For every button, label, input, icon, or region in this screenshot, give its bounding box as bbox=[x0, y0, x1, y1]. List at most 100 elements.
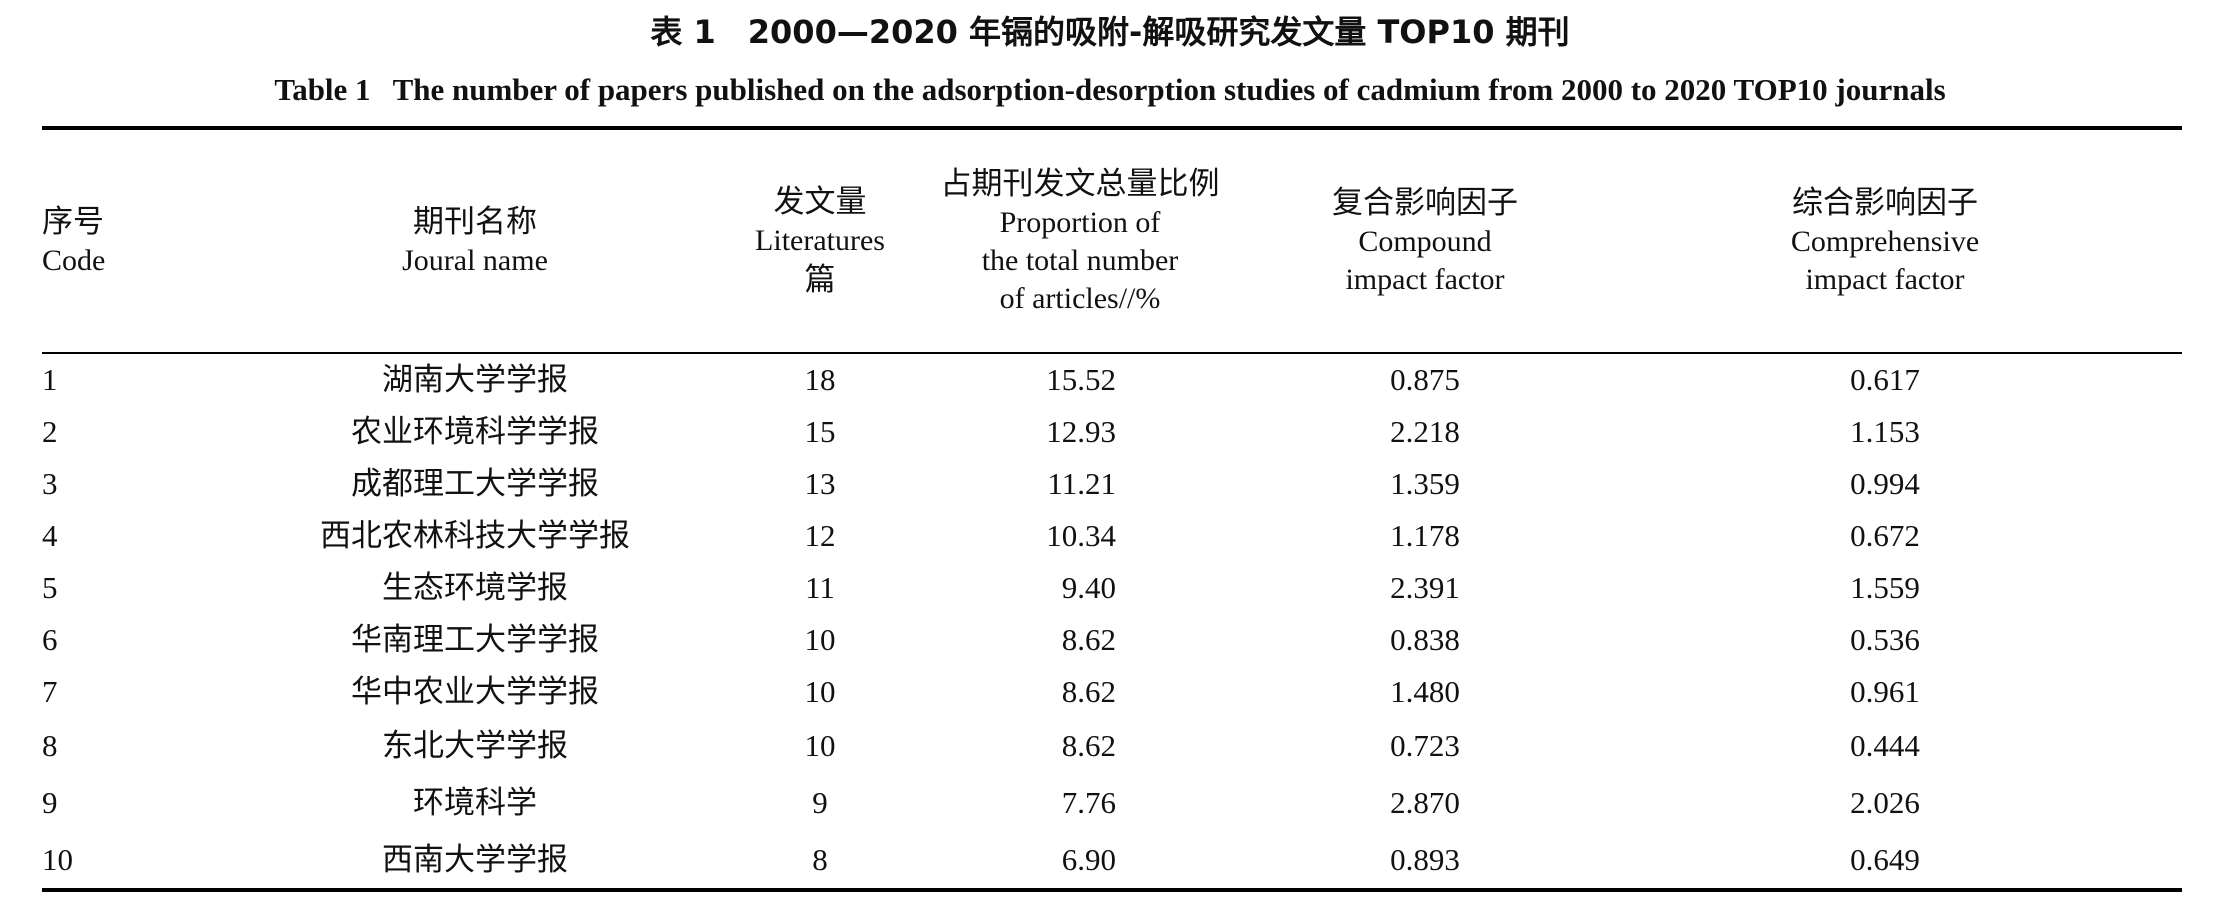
cell-journal-name: 生态环境学报 bbox=[382, 570, 568, 606]
cell-compound-impact-factor: 2.870 bbox=[1390, 785, 1460, 820]
table-row: 10 西南大学学报 8 6.90 0.893 0.649 bbox=[0, 834, 2220, 886]
header-comprehensive-en-1: Comprehensive bbox=[1790, 225, 1980, 258]
header-proportion-en-3: of articles//% bbox=[999, 282, 1161, 315]
cell-comprehensive-impact-factor: 0.649 bbox=[1850, 842, 1920, 877]
cell-proportion: 7.76 bbox=[1061, 785, 1116, 820]
cell-journal-name: 华南理工大学学报 bbox=[351, 622, 599, 658]
header-journal-name: 期刊名称 Joural name bbox=[260, 130, 690, 352]
cell-comprehensive-impact-factor: 0.536 bbox=[1850, 622, 1920, 657]
header-code: 序号 Code bbox=[42, 130, 202, 352]
table-caption-chinese: 表 1 2000—2020 年镉的吸附-解吸研究发文量 TOP10 期刊 bbox=[650, 13, 1570, 51]
table-caption-english: Table 1 The number of papers published on… bbox=[0, 68, 2220, 112]
table-row: 7 华中农业大学学报 10 8.62 1.480 0.961 bbox=[0, 666, 2220, 718]
table-caption-text: The number of papers published on the ad… bbox=[392, 72, 1946, 107]
header-compound-en-2: impact factor bbox=[1345, 263, 1505, 296]
cell-code: 6 bbox=[42, 622, 58, 657]
table-row: 9 环境科学 9 7.76 2.870 2.026 bbox=[0, 777, 2220, 829]
header-compound-impact-factor: 复合影响因子 Compound impact factor bbox=[1285, 130, 1565, 352]
cell-literatures: 11 bbox=[805, 570, 835, 605]
cell-code: 2 bbox=[42, 414, 58, 449]
cell-code: 10 bbox=[42, 842, 73, 877]
cell-journal-name: 湖南大学学报 bbox=[382, 362, 568, 398]
header-code-en: Code bbox=[42, 244, 106, 277]
cell-literatures: 18 bbox=[804, 362, 836, 397]
cell-compound-impact-factor: 0.875 bbox=[1390, 362, 1460, 397]
table-row: 8 东北大学学报 10 8.62 0.723 0.444 bbox=[0, 720, 2220, 772]
header-journal-name-en: Joural name bbox=[402, 244, 548, 277]
cell-literatures: 9 bbox=[812, 785, 828, 820]
cell-compound-impact-factor: 2.391 bbox=[1390, 570, 1460, 605]
cell-journal-name: 环境科学 bbox=[413, 785, 537, 821]
cell-comprehensive-impact-factor: 1.559 bbox=[1850, 570, 1920, 605]
cell-code: 1 bbox=[42, 362, 58, 397]
header-comprehensive-en-2: impact factor bbox=[1805, 263, 1965, 296]
header-compound-en-1: Compound bbox=[1358, 225, 1492, 258]
cell-literatures: 15 bbox=[804, 414, 836, 449]
cell-journal-name: 成都理工大学学报 bbox=[351, 466, 599, 502]
cell-comprehensive-impact-factor: 0.961 bbox=[1850, 674, 1920, 709]
header-journal-name-cn: 期刊名称 bbox=[413, 204, 537, 240]
table-row: 2 农业环境科学学报 15 12.93 2.218 1.153 bbox=[0, 406, 2220, 458]
cell-proportion: 8.62 bbox=[1061, 674, 1116, 709]
cell-proportion: 10.34 bbox=[1046, 518, 1116, 553]
header-literatures-unit: 篇 bbox=[804, 262, 836, 298]
cell-code: 3 bbox=[42, 466, 58, 501]
table-caption-label: Table 1 bbox=[274, 72, 371, 107]
cell-proportion: 8.62 bbox=[1061, 622, 1116, 657]
cell-literatures: 13 bbox=[804, 466, 836, 501]
cell-proportion: 15.52 bbox=[1046, 362, 1116, 397]
table-header-rule bbox=[42, 352, 2182, 354]
cell-comprehensive-impact-factor: 2.026 bbox=[1850, 785, 1920, 820]
cell-proportion: 12.93 bbox=[1046, 414, 1116, 449]
header-literatures-cn: 发文量 bbox=[773, 184, 867, 220]
table-row: 3 成都理工大学学报 13 11.21 1.359 0.994 bbox=[0, 458, 2220, 510]
header-proportion-cn: 占期刊发文总量比例 bbox=[940, 166, 1220, 202]
cell-proportion: 11.21 bbox=[1047, 466, 1116, 501]
header-comprehensive-impact-factor: 综合影响因子 Comprehensive impact factor bbox=[1745, 130, 2025, 352]
cell-comprehensive-impact-factor: 0.672 bbox=[1850, 518, 1920, 553]
cell-proportion: 8.62 bbox=[1061, 728, 1116, 763]
table-row: 6 华南理工大学学报 10 8.62 0.838 0.536 bbox=[0, 614, 2220, 666]
cell-code: 5 bbox=[42, 570, 58, 605]
cell-compound-impact-factor: 1.178 bbox=[1390, 518, 1460, 553]
cell-compound-impact-factor: 0.723 bbox=[1390, 728, 1460, 763]
cell-literatures: 10 bbox=[804, 728, 836, 763]
cell-literatures: 12 bbox=[804, 518, 836, 553]
cell-comprehensive-impact-factor: 0.994 bbox=[1850, 466, 1920, 501]
cell-code: 4 bbox=[42, 518, 58, 553]
header-compound-cn: 复合影响因子 bbox=[1332, 185, 1518, 221]
cell-code: 8 bbox=[42, 728, 58, 763]
header-comprehensive-cn: 综合影响因子 bbox=[1792, 185, 1978, 221]
cell-comprehensive-impact-factor: 0.444 bbox=[1850, 728, 1920, 763]
header-code-cn: 序号 bbox=[42, 204, 104, 240]
cell-journal-name: 东北大学学报 bbox=[382, 728, 568, 764]
cell-literatures: 10 bbox=[804, 674, 836, 709]
header-proportion-en-2: the total number bbox=[981, 244, 1179, 277]
cell-code: 9 bbox=[42, 785, 58, 820]
cell-journal-name: 华中农业大学学报 bbox=[351, 674, 599, 710]
cell-comprehensive-impact-factor: 0.617 bbox=[1850, 362, 1920, 397]
cell-literatures: 8 bbox=[812, 842, 828, 877]
cell-proportion: 9.40 bbox=[1061, 570, 1116, 605]
cell-compound-impact-factor: 1.480 bbox=[1390, 674, 1460, 709]
table-top-rule bbox=[42, 126, 2182, 130]
cell-comprehensive-impact-factor: 1.153 bbox=[1850, 414, 1920, 449]
header-literatures-en: Literatures bbox=[755, 224, 885, 257]
table-row: 5 生态环境学报 11 9.40 2.391 1.559 bbox=[0, 562, 2220, 614]
cell-compound-impact-factor: 2.218 bbox=[1390, 414, 1460, 449]
table-bottom-rule bbox=[42, 888, 2182, 892]
cell-literatures: 10 bbox=[804, 622, 836, 657]
cell-code: 7 bbox=[42, 674, 58, 709]
table-row: 4 西北农林科技大学学报 12 10.34 1.178 0.672 bbox=[0, 510, 2220, 562]
cell-compound-impact-factor: 1.359 bbox=[1390, 466, 1460, 501]
cell-journal-name: 西南大学学报 bbox=[382, 842, 568, 878]
cell-journal-name: 西北农林科技大学学报 bbox=[320, 518, 630, 554]
cell-compound-impact-factor: 0.893 bbox=[1390, 842, 1460, 877]
table-row: 1 湖南大学学报 18 15.52 0.875 0.617 bbox=[0, 354, 2220, 406]
cell-compound-impact-factor: 0.838 bbox=[1390, 622, 1460, 657]
header-proportion: 占期刊发文总量比例 Proportion of the total number… bbox=[920, 130, 1240, 352]
header-literatures: 发文量 Literatures 篇 bbox=[720, 130, 920, 352]
cell-proportion: 6.90 bbox=[1061, 842, 1116, 877]
header-proportion-en-1: Proportion of bbox=[999, 206, 1161, 239]
cell-journal-name: 农业环境科学学报 bbox=[351, 414, 599, 450]
